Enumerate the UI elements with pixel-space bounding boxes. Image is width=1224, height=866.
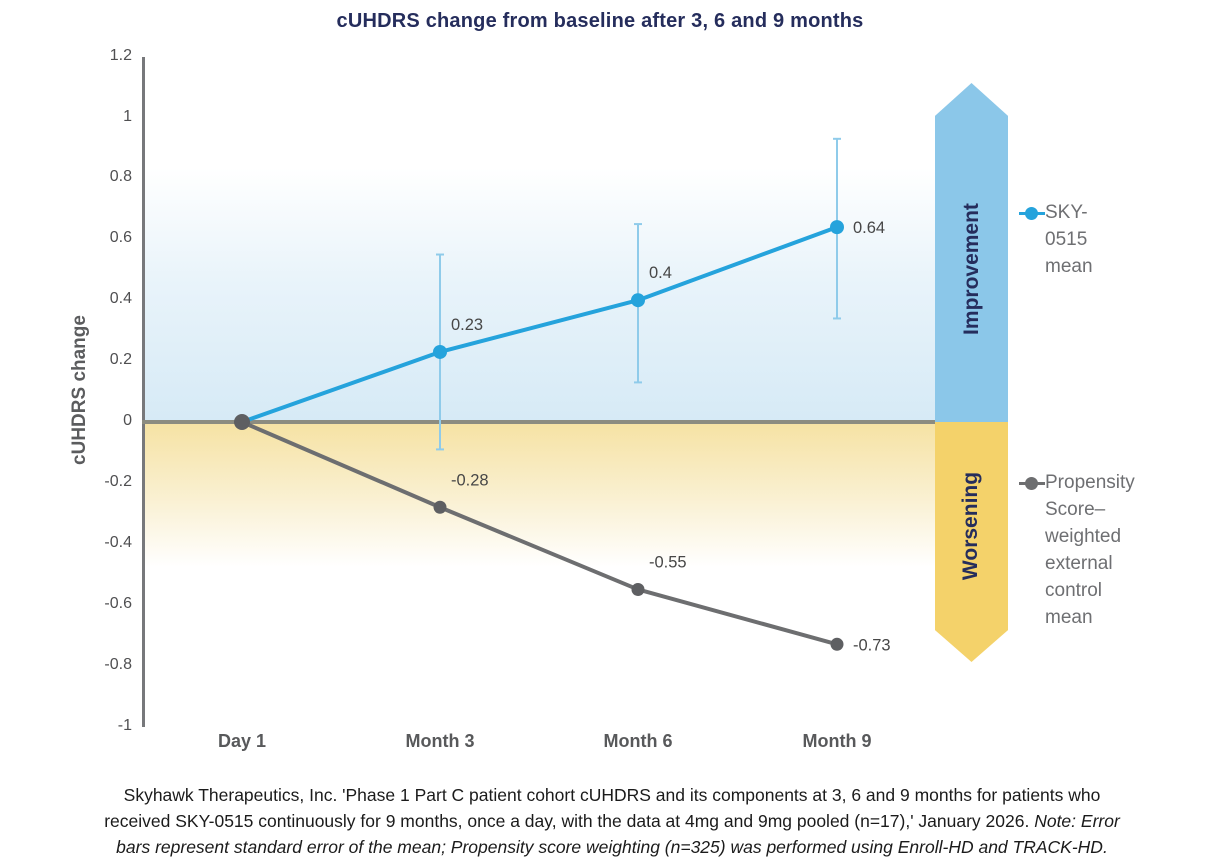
legend-marker-icon [1019, 476, 1045, 490]
data-point-marker [631, 582, 645, 596]
data-point-label: 0.23 [451, 316, 483, 334]
x-axis-label: Month 6 [603, 731, 673, 751]
series-line [240, 420, 839, 647]
data-point-label: 0.64 [853, 219, 885, 237]
worsening-label: Worsening [959, 471, 983, 581]
y-tick-label: 0.2 [109, 351, 132, 369]
y-tick-label: 1.2 [109, 46, 132, 64]
y-axis-line [142, 57, 145, 727]
y-tick-label: -0.2 [104, 472, 132, 490]
y-tick-label: -0.8 [104, 655, 132, 673]
data-point-label: 0.4 [649, 264, 672, 282]
worsening-arrow: Worsening [935, 422, 1008, 662]
citation-line: Skyhawk Therapeutics, Inc. 'Phase 1 Part… [123, 785, 1101, 805]
chart-title: cUHDRS change from baseline after 3, 6 a… [336, 10, 864, 32]
y-tick-label: 1 [123, 107, 132, 125]
data-point-marker [433, 344, 447, 359]
citation-line: bars represent standard error of the mea… [116, 837, 1108, 857]
citation-line: received SKY-0515 continuously for 9 mon… [104, 811, 1120, 831]
y-tick-label: 0 [123, 412, 132, 429]
y-tick-label: -0.6 [104, 594, 132, 612]
zero-baseline [142, 420, 936, 424]
improvement-label: Improvement [959, 203, 983, 335]
improvement-arrow: Improvement [935, 83, 1008, 422]
data-point-marker [830, 220, 844, 235]
x-axis-label: Month 3 [405, 731, 475, 751]
worsening-shaded-band [145, 422, 936, 567]
y-tick-label: -0.4 [104, 533, 132, 551]
data-point-label: -0.55 [649, 553, 687, 571]
source-citation: Skyhawk Therapeutics, Inc. 'Phase 1 Part… [0, 782, 1224, 860]
improvement-shaded-band [145, 168, 936, 422]
data-point-label: -0.28 [451, 471, 489, 489]
legend-item-label: Propensity Score– weighted external cont… [1045, 472, 1135, 628]
data-point-marker [234, 414, 250, 430]
y-tick-label: 0.4 [109, 290, 132, 308]
x-axis-label: Month 9 [802, 731, 872, 751]
legend-marker-icon [1019, 206, 1045, 220]
legend-item-label: SKY-0515 mean [1045, 202, 1093, 277]
data-point-marker [433, 500, 447, 514]
y-tick-label: 0.8 [109, 168, 132, 186]
data-point-label: -0.73 [853, 636, 891, 654]
x-axis-label: Day 1 [217, 731, 267, 751]
data-point-marker [631, 293, 645, 308]
y-tick-label: 0.6 [109, 229, 132, 247]
data-point-marker [830, 637, 844, 651]
y-tick-label: -1 [117, 716, 132, 734]
series-line [240, 225, 839, 424]
